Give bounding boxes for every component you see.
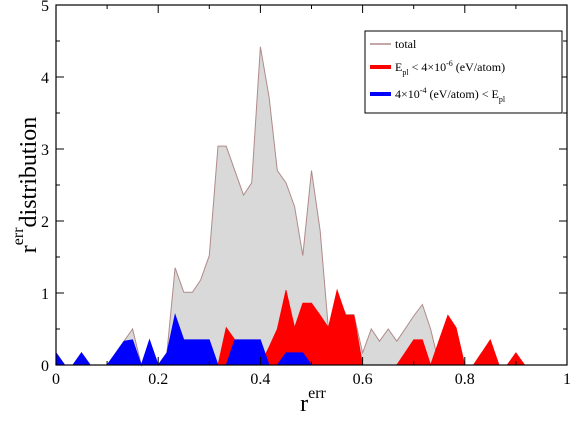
- total-area: [56, 46, 567, 366]
- y-tick-label: 4: [41, 70, 49, 87]
- legend-label-red: Epl < 4×10-6 (eV/atom): [395, 59, 505, 77]
- y-tick-label: 0: [41, 358, 49, 375]
- x-axis-label: rerr: [300, 385, 326, 417]
- y-tick-label: 2: [41, 214, 49, 231]
- legend-label-blue: 4×10-4 (eV/atom) < Epl: [395, 86, 506, 104]
- x-tick-label: 1: [563, 371, 570, 388]
- y-axis-label: rerrdistribution: [10, 117, 42, 253]
- y-tick-label: 5: [41, 0, 49, 15]
- legend: total Epl < 4×10-6 (eV/atom) 4×10-4 (eV/at…: [364, 30, 563, 114]
- x-tick-label: 0.4: [250, 371, 270, 388]
- legend-box: [364, 30, 563, 114]
- x-tick-label: 0: [52, 371, 60, 388]
- axes: 0 0.2 0.4 0.6 0.8 1 0 1 2 3 4 5 rerr rerrdistribution: [10, 0, 570, 417]
- x-tick-label: 0.8: [455, 371, 475, 388]
- x-tick-label: 0.6: [353, 371, 373, 388]
- legend-label-total: total: [395, 37, 417, 51]
- y-tick-label: 1: [41, 286, 49, 303]
- x-tick-label: 0.2: [148, 371, 168, 388]
- svg-text:rerrdistribution: rerrdistribution: [10, 117, 42, 253]
- y-tick-label: 3: [41, 142, 49, 159]
